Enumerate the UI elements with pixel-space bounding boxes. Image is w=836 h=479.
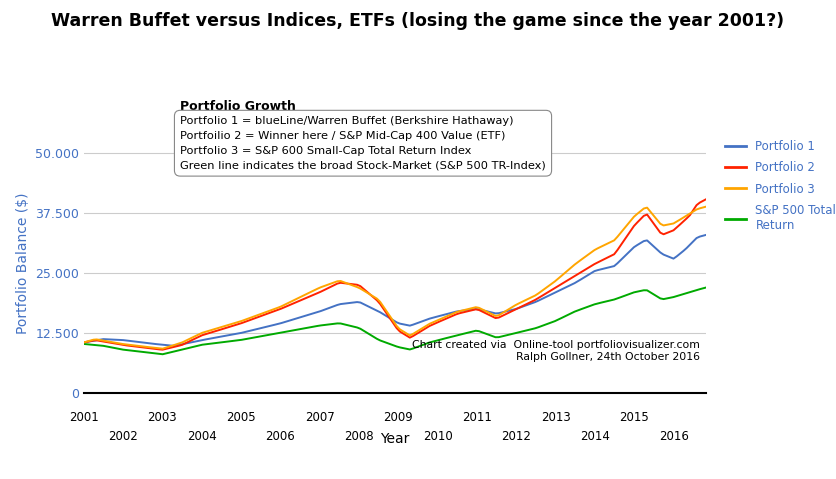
Text: 2003: 2003 xyxy=(147,411,177,424)
Text: 2015: 2015 xyxy=(619,411,650,424)
Legend: Portfolio 1, Portfolio 2, Portfolio 3, S&P 500 Total
Return: Portfolio 1, Portfolio 2, Portfolio 3, S… xyxy=(725,140,836,232)
Y-axis label: Portfolio Balance ($): Portfolio Balance ($) xyxy=(16,193,30,334)
Text: 2009: 2009 xyxy=(384,411,413,424)
Text: 2008: 2008 xyxy=(344,430,374,443)
Text: 2013: 2013 xyxy=(541,411,571,424)
Text: 2007: 2007 xyxy=(305,411,334,424)
Text: 2011: 2011 xyxy=(462,411,492,424)
Text: 2010: 2010 xyxy=(423,430,452,443)
Text: Warren Buffet versus Indices, ETFs (losing the game since the year 2001?): Warren Buffet versus Indices, ETFs (losi… xyxy=(52,12,784,30)
Text: 2002: 2002 xyxy=(108,430,138,443)
Text: 2001: 2001 xyxy=(69,411,99,424)
Text: 2005: 2005 xyxy=(227,411,256,424)
Text: 2012: 2012 xyxy=(502,430,532,443)
Text: 2016: 2016 xyxy=(659,430,689,443)
Text: 2004: 2004 xyxy=(186,430,217,443)
Text: 2006: 2006 xyxy=(266,430,295,443)
Text: 2014: 2014 xyxy=(580,430,610,443)
X-axis label: Year: Year xyxy=(380,432,410,445)
Text: Portfolio Growth: Portfolio Growth xyxy=(180,101,296,114)
Text: Portfolio 1 = blueLine/Warren Buffet (Berkshire Hathaway)
Portfoilio 2 = Winner : Portfolio 1 = blueLine/Warren Buffet (Be… xyxy=(180,116,546,171)
Text: Chart created via  Online-tool portfoliovisualizer.com
Ralph Gollner, 24th Octob: Chart created via Online-tool portfoliov… xyxy=(412,340,701,362)
